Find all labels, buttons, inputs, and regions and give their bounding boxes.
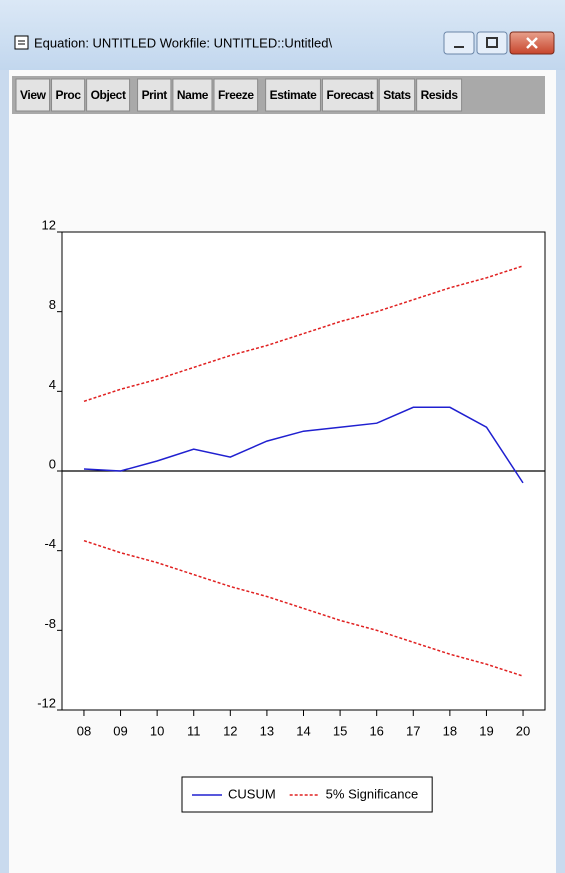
button-label: Proc: [56, 88, 82, 102]
toolbar-button[interactable]: Estimate: [266, 79, 321, 111]
toolbar-button[interactable]: Freeze: [214, 79, 258, 111]
toolbar-button[interactable]: Resids: [417, 79, 462, 111]
y-tick-label: -12: [37, 695, 56, 710]
x-tick-label: 14: [296, 723, 310, 738]
x-tick-label: 20: [516, 723, 530, 738]
toolbar-buttons: View Proc Object Print Name Freeze Estimate For…: [16, 79, 462, 111]
toolbar-button[interactable]: Proc: [52, 79, 85, 111]
toolbar-button[interactable]: View: [16, 79, 50, 111]
button-label: Estimate: [270, 88, 318, 102]
toolbar-button[interactable]: Forecast: [322, 79, 377, 111]
legend: CUSUM 5% Significance: [182, 777, 432, 812]
y-tick-label: -4: [44, 536, 56, 551]
legend-label: 5% Significance: [326, 786, 419, 801]
button-label: Stats: [383, 88, 411, 102]
toolbar-button[interactable]: Object: [87, 79, 130, 111]
window-title: Equation: UNTITLED Workfile: UNTITLED::U…: [34, 35, 333, 50]
button-label: Print: [142, 88, 168, 102]
legend-label: CUSUM: [228, 786, 276, 801]
y-tick-label: 8: [49, 297, 56, 312]
button-label: Object: [91, 88, 126, 102]
toolbar-button[interactable]: Print: [138, 79, 171, 111]
x-tick-label: 18: [443, 723, 457, 738]
button-label: Name: [177, 88, 209, 102]
minimize-button[interactable]: [444, 32, 474, 54]
button-label: Freeze: [218, 88, 254, 102]
x-tick-label: 15: [333, 723, 347, 738]
toolbar-button[interactable]: Name: [173, 79, 212, 111]
page: {"window": {"title": "Equation: UNTITLED…: [0, 0, 565, 873]
x-tick-label: 09: [113, 723, 127, 738]
x-tick-label: 12: [223, 723, 237, 738]
x-tick-label: 08: [77, 723, 91, 738]
maximize-button[interactable]: [477, 32, 507, 54]
button-label: View: [20, 88, 47, 102]
window-icon[interactable]: [15, 36, 28, 49]
y-tick-label: 12: [42, 217, 56, 232]
toolbar-button[interactable]: Stats: [379, 79, 414, 111]
x-tick-label: 10: [150, 723, 164, 738]
x-tick-label: 19: [479, 723, 493, 738]
x-tick-label: 16: [369, 723, 383, 738]
y-tick-label: 0: [49, 456, 56, 471]
button-label: Forecast: [326, 88, 373, 102]
window: Equation: UNTITLED Workfile: UNTITLED::U…: [0, 0, 565, 873]
x-tick-label: 11: [187, 723, 201, 738]
y-tick-label: 4: [49, 377, 56, 392]
x-tick-label: 17: [406, 723, 420, 738]
y-tick-label: -8: [44, 616, 56, 631]
button-label: Resids: [421, 88, 459, 102]
x-tick-label: 13: [260, 723, 274, 738]
